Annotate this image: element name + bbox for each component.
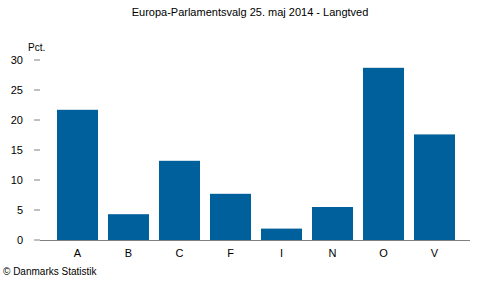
bar bbox=[108, 214, 149, 240]
y-tick-label: 30 bbox=[11, 54, 23, 66]
x-tick-label: N bbox=[329, 247, 337, 259]
x-tick-label: C bbox=[176, 247, 184, 259]
footer: © Danmarks Statistik bbox=[3, 266, 98, 277]
bars bbox=[57, 68, 455, 240]
y-tick bbox=[34, 240, 40, 241]
x-tick-label: V bbox=[431, 247, 439, 259]
y-tick bbox=[34, 180, 40, 181]
y-tick bbox=[34, 150, 40, 151]
bar bbox=[57, 110, 98, 240]
y-tick bbox=[34, 210, 40, 211]
x-tick-label: I bbox=[280, 247, 283, 259]
x-tick-label: A bbox=[74, 247, 82, 259]
x-tick-label: B bbox=[125, 247, 132, 259]
y-tick bbox=[34, 60, 40, 61]
title: Europa-Parlamentsvalg 25. maj 2014 - Lan… bbox=[132, 6, 369, 18]
bar bbox=[261, 229, 302, 240]
bar bbox=[363, 68, 404, 240]
y-tick bbox=[34, 90, 40, 91]
y-tick-label: 20 bbox=[11, 114, 23, 126]
bar bbox=[210, 194, 251, 240]
x-tick-label: F bbox=[227, 247, 234, 259]
x-tick-label: O bbox=[379, 247, 388, 259]
y-tick bbox=[34, 120, 40, 121]
y-tick-label: 5 bbox=[17, 204, 23, 216]
y-label: Pct. bbox=[28, 42, 45, 53]
bar bbox=[414, 134, 455, 240]
chart: Europa-Parlamentsvalg 25. maj 2014 - Lan… bbox=[0, 0, 500, 282]
y-tick-label: 10 bbox=[11, 174, 23, 186]
bar bbox=[312, 207, 353, 240]
y-tick-label: 0 bbox=[17, 234, 23, 246]
y-tick-label: 15 bbox=[11, 144, 23, 156]
x-axis bbox=[40, 240, 470, 241]
bar bbox=[159, 161, 200, 240]
y-tick-label: 25 bbox=[11, 84, 23, 96]
